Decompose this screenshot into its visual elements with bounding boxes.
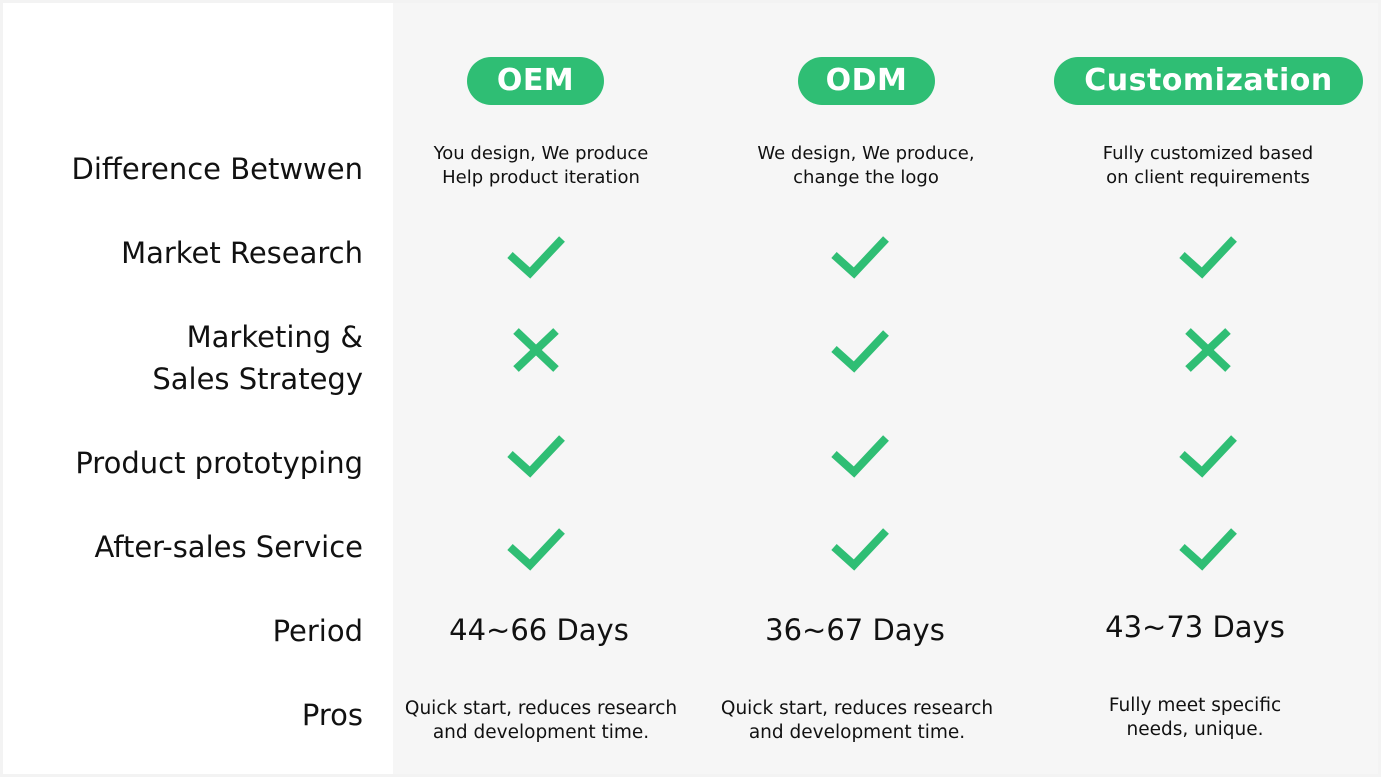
check-icon (1176, 430, 1240, 480)
oem-pros: Quick start, reduces research and develo… (391, 697, 691, 745)
odm-description-line2: change the logo (793, 167, 939, 188)
customization-description-line2: on client requirements (1106, 167, 1310, 188)
column-header-odm: ODM (798, 57, 935, 105)
customization-pros-line2: needs, unique. (1126, 719, 1264, 740)
customization-period: 43~73 Days (1105, 610, 1285, 644)
oem-description-line2: Help product iteration (442, 167, 640, 188)
odm-description-line1: We design, We produce, (757, 143, 975, 164)
check-icon (828, 231, 892, 281)
row-label-prototyping: Product prototyping (75, 446, 363, 480)
oem-pros-line2: and development time. (432, 722, 650, 743)
customization-pros: Fully meet specific needs, unique. (1045, 694, 1345, 742)
row-label-market-research: Market Research (121, 236, 363, 270)
customization-description-line1: Fully customized based (1102, 143, 1314, 164)
cross-icon (1176, 325, 1240, 375)
check-icon (828, 430, 892, 480)
row-label-period: Period (272, 614, 363, 648)
odm-description: We design, We produce, change the logo (716, 142, 1016, 190)
row-label-marketing: Marketing & (186, 320, 363, 354)
check-icon (828, 325, 892, 375)
row-label-difference: Difference Betwwen (71, 152, 364, 186)
row-label-sales-strategy: Sales Strategy (152, 362, 363, 396)
row-label-after-sales: After-sales Service (94, 530, 363, 564)
check-icon (1176, 523, 1240, 573)
customization-description: Fully customized based on client require… (1058, 142, 1358, 190)
customization-pros-line1: Fully meet specific (1108, 695, 1282, 716)
cross-icon (504, 325, 568, 375)
odm-pros: Quick start, reduces research and develo… (707, 697, 1007, 745)
odm-period: 36~67 Days (765, 613, 945, 647)
check-icon (504, 523, 568, 573)
oem-period: 44~66 Days (449, 613, 629, 647)
odm-pros-line1: Quick start, reduces research (720, 698, 994, 719)
row-label-pros: Pros (301, 698, 363, 732)
odm-pros-line2: and development time. (748, 722, 966, 743)
oem-description-line1: You design, We produce (433, 143, 649, 164)
oem-pros-line1: Quick start, reduces research (404, 698, 678, 719)
oem-description: You design, We produce Help product iter… (391, 142, 691, 190)
check-icon (504, 231, 568, 281)
check-icon (828, 523, 892, 573)
comparison-panel (393, 3, 1378, 774)
column-header-oem: OEM (467, 57, 604, 105)
check-icon (1176, 231, 1240, 281)
column-header-customization: Customization (1054, 57, 1363, 105)
check-icon (504, 430, 568, 480)
row-labels-panel (3, 3, 393, 774)
